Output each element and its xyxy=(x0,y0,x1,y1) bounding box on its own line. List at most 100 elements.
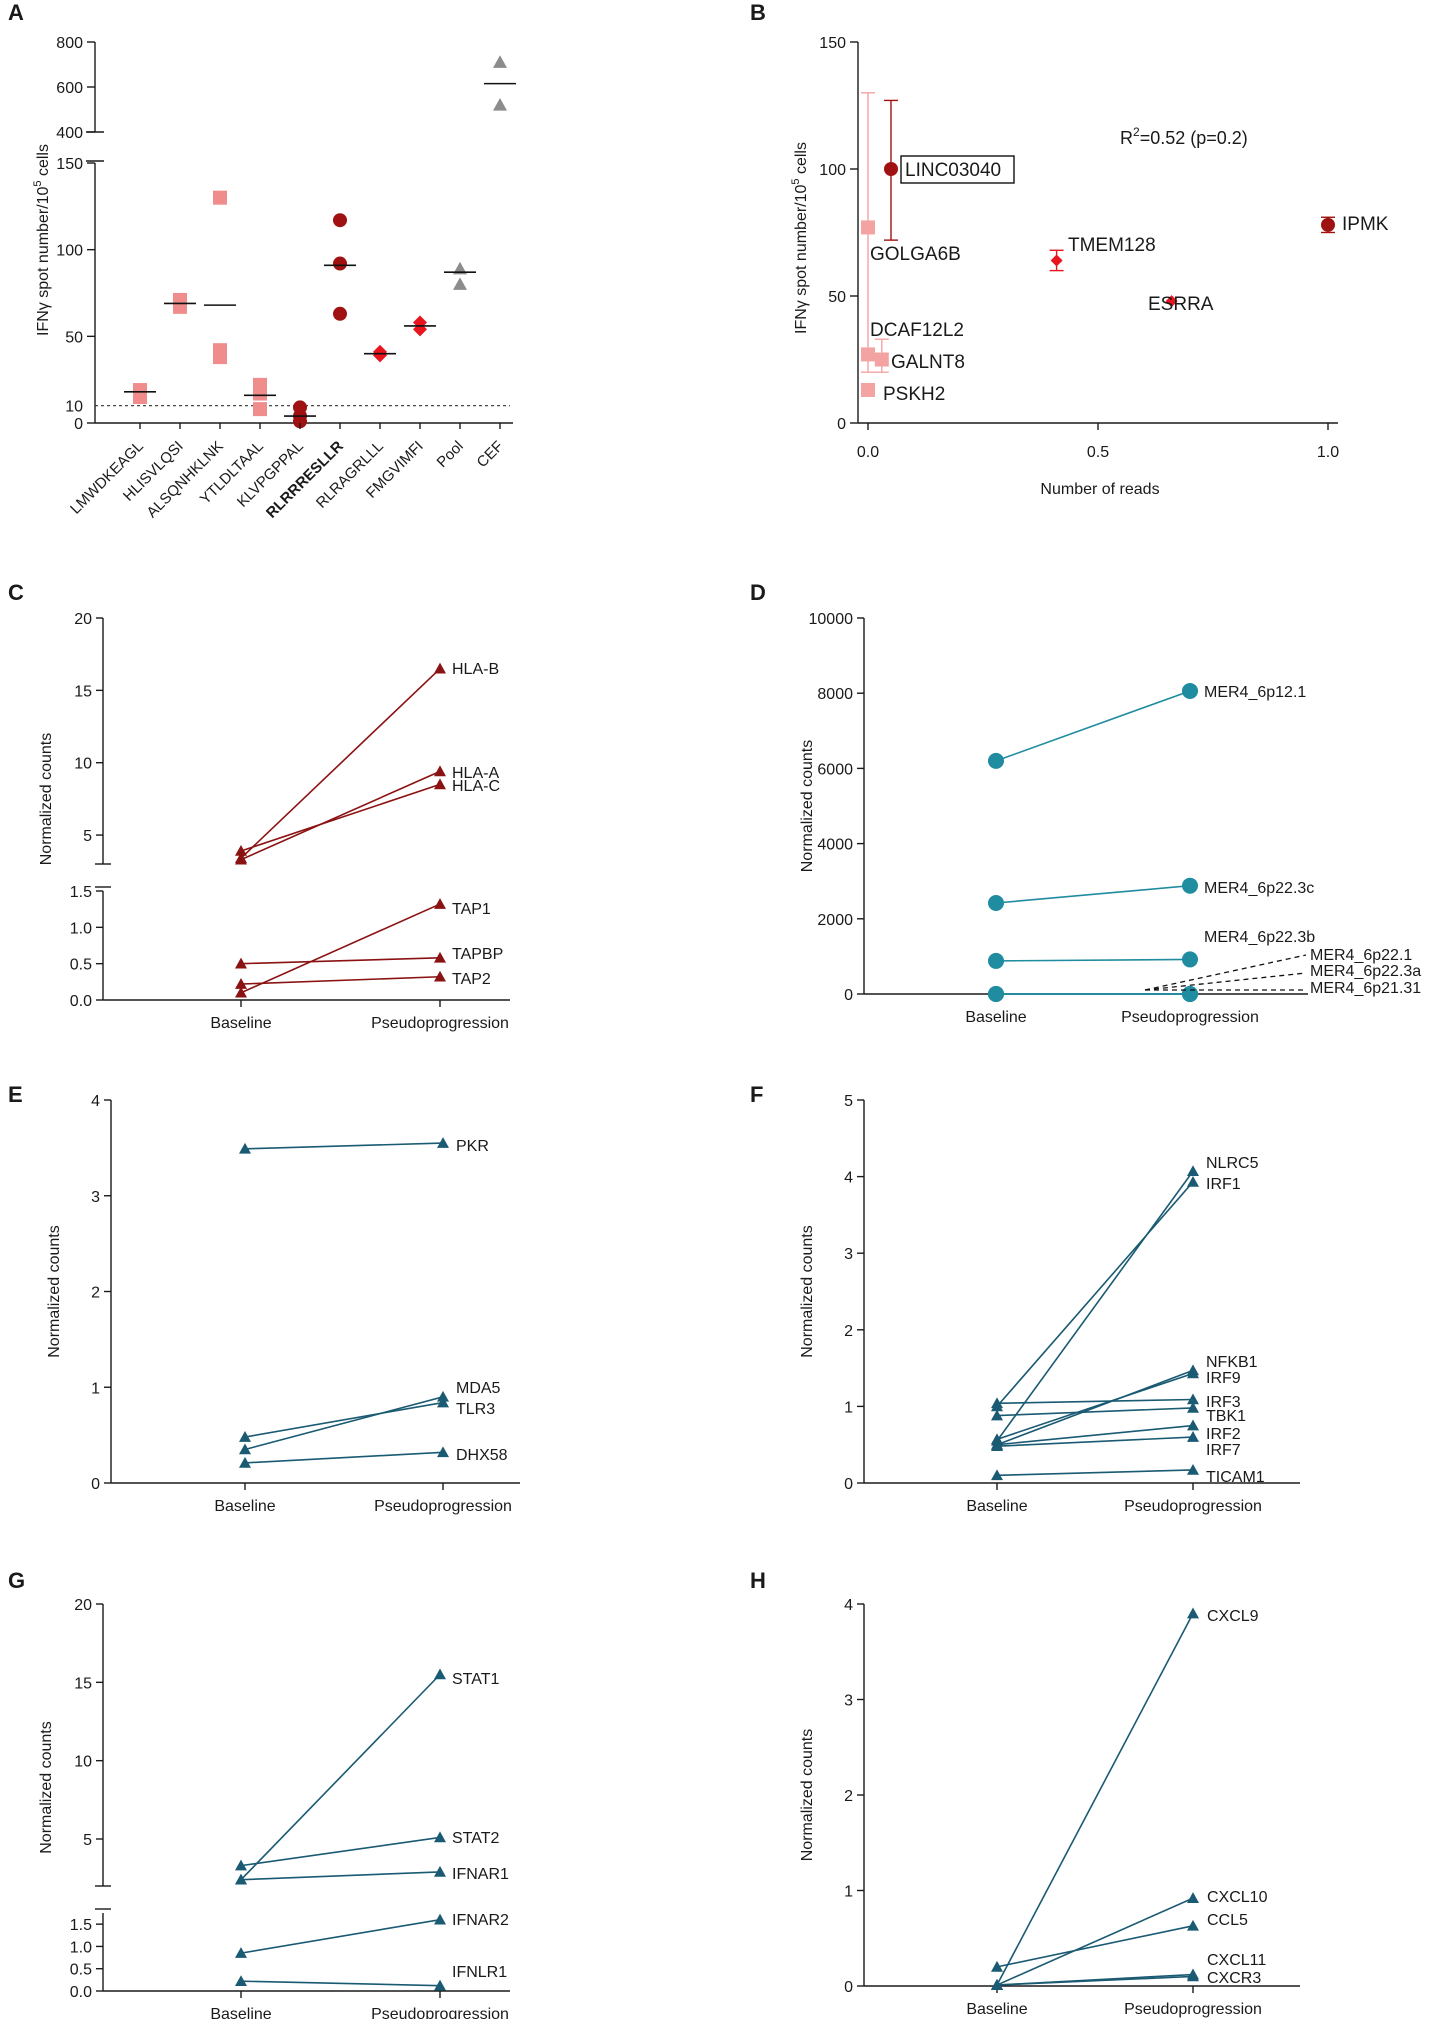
panel-letter-D: D xyxy=(750,580,766,605)
point-baseline-tap2 xyxy=(235,978,247,989)
panel-letter: D xyxy=(750,580,766,605)
y-tick-label: 10 xyxy=(65,399,83,416)
point-pseudo-cxcr3 xyxy=(1187,1970,1199,1982)
series-label-tlr3: TLR3 xyxy=(456,1401,495,1418)
y-tick-label: 6000 xyxy=(817,761,853,778)
y-axis-label: IFNγ spot number/105 cells xyxy=(32,144,52,336)
series-line-mer4-6p22-3b xyxy=(995,958,1191,962)
data-point xyxy=(333,213,347,228)
data-point-golga6b xyxy=(861,220,875,235)
series-label-mer4-6p22-3c: MER4_6p22.3c xyxy=(1204,880,1314,897)
series-label-hla-b: HLA-B xyxy=(452,661,499,678)
data-point-tmem128 xyxy=(1050,254,1063,267)
series-label-irf7: IRF7 xyxy=(1206,1442,1241,1459)
y-tick-label: 0.0 xyxy=(70,993,92,1010)
panel-letter-H: H xyxy=(750,1568,766,1593)
point-baseline-irf3 xyxy=(991,1397,1003,1409)
point-baseline-mda5 xyxy=(239,1443,251,1455)
series-label-stat2: STAT2 xyxy=(452,1830,500,1847)
y-tick-label: 20 xyxy=(74,611,92,628)
panel-letter-F: F xyxy=(750,1082,763,1107)
y-axis-label: Normalized counts xyxy=(799,1729,816,1862)
point-baseline-hla-c xyxy=(235,844,247,856)
data-point xyxy=(493,55,507,68)
data-point xyxy=(453,261,467,275)
panel-letter: E xyxy=(8,1082,23,1107)
point-pseudo-stat1 xyxy=(434,1668,446,1680)
point-baseline-ccl5 xyxy=(991,1960,1003,1972)
y-tick-label: 0 xyxy=(91,1476,100,1493)
data-point xyxy=(453,277,467,290)
x-tick-label: Baseline xyxy=(214,1498,275,1515)
series-label-irf1: IRF1 xyxy=(1206,1176,1241,1193)
point-baseline-stat2 xyxy=(235,1859,247,1871)
series-label-ifnar2: IFNAR2 xyxy=(452,1912,509,1929)
point-label-linc03040: LINC03040 xyxy=(905,160,1001,181)
panel-letter: B xyxy=(750,0,766,25)
series-label-mda5: MDA5 xyxy=(456,1380,501,1397)
y-tick-label: 2 xyxy=(91,1285,100,1302)
point-baseline-mer4-6p21-31 xyxy=(988,986,1004,1002)
point-baseline-irf7 xyxy=(991,1440,1003,1452)
point-baseline-tlr3 xyxy=(239,1431,251,1442)
data-point-dcaf12l2 xyxy=(861,347,875,362)
series-label-ifnar1: IFNAR1 xyxy=(452,1866,509,1883)
data-point xyxy=(373,344,387,359)
panel-letter: G xyxy=(8,1568,25,1593)
data-point xyxy=(253,402,267,417)
point-pseudo-irf3 xyxy=(1187,1393,1199,1405)
point-pseudo-tapbp xyxy=(434,951,446,963)
y-tick-label: 2000 xyxy=(817,912,853,929)
point-label-ipmk: IPMK xyxy=(1342,214,1389,235)
series-line-tap2 xyxy=(240,975,441,985)
point-baseline-pkr xyxy=(239,1142,251,1154)
point-pseudo-mer4-6p21-31 xyxy=(1182,986,1198,1002)
panel-h-paired-lines: 0 1 2 3 4 Baseline Pseudoprogression Normalized… xyxy=(799,1597,1300,2018)
point-pseudo-irf1 xyxy=(1187,1175,1199,1187)
point-pseudo-ifnlr1 xyxy=(434,1979,446,1991)
data-point-linc03040 xyxy=(884,162,898,176)
y-tick-label: 4 xyxy=(844,1170,853,1187)
panel-letter-B: B xyxy=(750,0,766,25)
series-line-irf2 xyxy=(996,1424,1194,1446)
data-point-esrra xyxy=(1165,295,1178,308)
series-line-ifnar2 xyxy=(240,1918,441,1954)
panel-letter-A: A xyxy=(8,0,24,25)
point-baseline-mer4-6p22-3b xyxy=(988,952,1004,969)
y-tick-label: 4 xyxy=(91,1093,100,1110)
point-pseudo-nlrc5 xyxy=(1187,1165,1199,1177)
series-label-hla-c: HLA-C xyxy=(452,778,500,795)
y-axis-label: Normalized counts xyxy=(38,733,55,866)
x-tick-label: Baseline xyxy=(966,2001,1027,2018)
series-line-nfkb1 xyxy=(996,1369,1194,1446)
y-tick-label: 5 xyxy=(83,1832,92,1849)
data-point xyxy=(293,400,307,415)
data-point-ipmk xyxy=(1321,217,1335,232)
y-axis-label: Normalized counts xyxy=(799,1225,816,1358)
point-baseline-ifnlr1 xyxy=(235,1975,247,1986)
x-tick-label: Baseline xyxy=(965,1009,1026,1026)
y-tick-label: 800 xyxy=(56,35,83,52)
series-label-hla-a: HLA-A xyxy=(452,765,499,782)
y-tick-label: 150 xyxy=(56,156,83,173)
point-pseudo-mer4-6p12-1 xyxy=(1182,682,1198,699)
series-line-irf3 xyxy=(996,1398,1194,1405)
point-baseline-tap1 xyxy=(235,986,247,998)
data-point xyxy=(333,306,347,321)
series-label-ccl5: CCL5 xyxy=(1207,1912,1248,1929)
series-line-stat1 xyxy=(240,1673,441,1881)
data-point xyxy=(333,256,347,271)
y-tick-label: 3 xyxy=(91,1189,100,1206)
series-line-tbk1 xyxy=(996,1407,1194,1417)
data-point xyxy=(173,292,187,307)
series-line-hla-b xyxy=(240,668,441,859)
series-line-mer4-6p22-3c xyxy=(995,884,1191,904)
y-tick-label: 2 xyxy=(844,1788,853,1805)
y-tick-label: 10 xyxy=(74,756,92,773)
panel-letter: F xyxy=(750,1082,763,1107)
panel-letter: A xyxy=(8,0,24,25)
point-baseline-cxcr3 xyxy=(991,1979,1003,1990)
point-pseudo-tap1 xyxy=(434,898,446,909)
point-pseudo-dhx58 xyxy=(437,1446,449,1458)
point-pseudo-stat2 xyxy=(434,1831,446,1843)
